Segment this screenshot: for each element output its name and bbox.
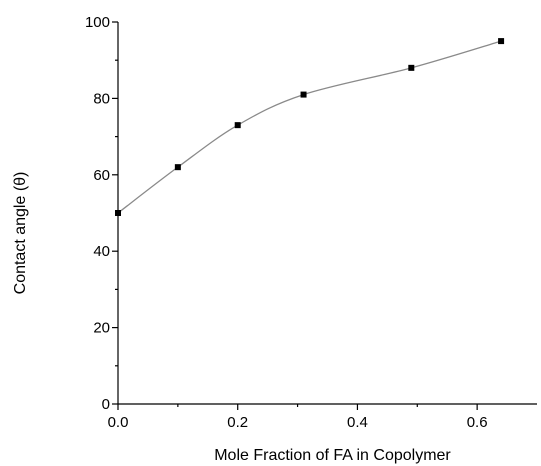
data-point [115, 210, 121, 216]
x-axis-ticks: 0.0 0.2 0.4 0.6 [108, 404, 488, 431]
y-tick-label: 80 [93, 90, 110, 107]
x-tick-label: 0.2 [227, 414, 248, 431]
y-tick-label: 100 [85, 14, 110, 31]
x-tick-label: 0.6 [467, 414, 488, 431]
fit-curve [117, 40, 502, 214]
y-axis-ticks: 0 20 40 60 80 100 [85, 14, 118, 413]
data-point [174, 164, 181, 171]
x-axis-title: Mole Fraction of FA in Copolymer [214, 447, 451, 464]
y-axis-title: Contact angle (θ) [12, 172, 29, 295]
y-tick-label: 40 [93, 243, 110, 260]
data-point [234, 122, 241, 129]
data-point [408, 64, 415, 71]
y-tick-label: 20 [93, 320, 110, 337]
y-tick-label: 0 [102, 396, 110, 413]
y-tick-label: 60 [93, 167, 110, 184]
data-point [498, 38, 505, 45]
data-point [300, 91, 307, 98]
x-tick-label: 0.4 [347, 414, 368, 431]
x-tick-label: 0.0 [108, 414, 129, 431]
data-points [115, 38, 505, 216]
